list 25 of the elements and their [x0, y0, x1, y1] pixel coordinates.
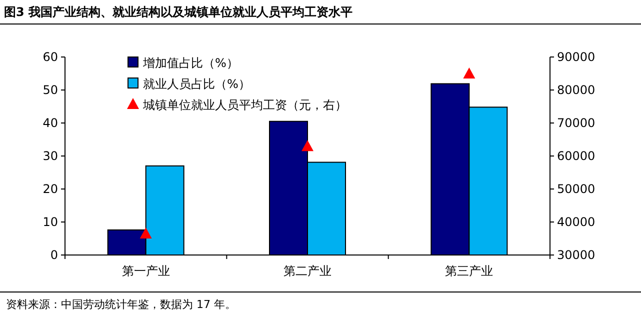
y2-tick-label: 40000 [557, 215, 596, 229]
x-tick-label: 第二产业 [284, 264, 332, 278]
text: 资料来源：中国劳动统计年鉴，数据为 17 年。 [6, 298, 236, 311]
y2-tick-label: 60000 [557, 149, 596, 163]
legend-label: 就业人员占比（%） [143, 77, 250, 91]
y2-tick-label: 30000 [557, 248, 596, 262]
x-tick-label: 第三产业 [445, 264, 494, 278]
y-tick-label: 50 [42, 83, 58, 97]
x-tick-label: 第一产业 [122, 264, 170, 278]
y-tick-label: 0 [50, 248, 58, 262]
point [140, 228, 152, 239]
y-tick-label: 40 [42, 116, 58, 130]
point [302, 140, 314, 152]
y-tick-label: 10 [42, 215, 58, 229]
y-tick-label: 60 [42, 50, 58, 64]
y2-tick-label: 50000 [557, 182, 596, 196]
y2-tick-label: 80000 [557, 83, 596, 97]
y-tick-label: 30 [42, 149, 58, 163]
y2-tick-label: 90000 [557, 50, 596, 64]
chart-title: 图3 我国产业结构、就业结构以及城镇单位就业人员平均工资水平 [4, 5, 353, 19]
point [463, 68, 476, 78]
legend-label: 城镇单位就业人员平均工资（元，右） [142, 98, 347, 112]
y2-tick-label: 70000 [557, 116, 596, 130]
y-tick-label: 20 [42, 182, 58, 196]
legend-label: 增加值占比（%） [142, 56, 238, 70]
